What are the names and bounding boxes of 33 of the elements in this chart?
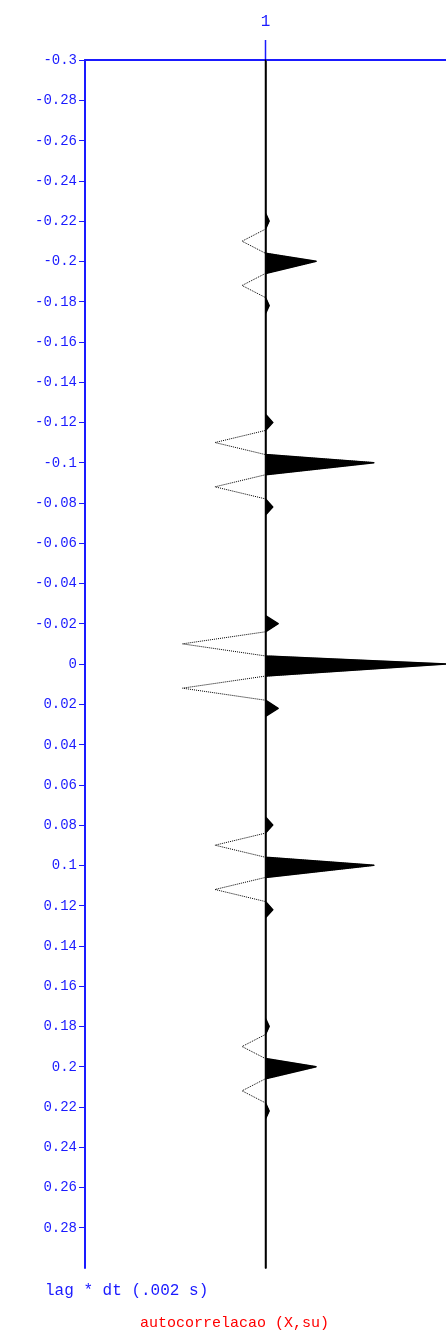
y-tick-label: 0.26: [43, 1179, 77, 1196]
text: autocorrelacao (X,su): [140, 1315, 330, 1332]
y-tick-label: 0.16: [43, 978, 77, 995]
y-tick-label: -0.22: [34, 213, 77, 230]
y-tick-label: -0.02: [34, 615, 77, 632]
y-tick-label: 0.12: [43, 897, 77, 914]
y-tick-label: -0.16: [34, 333, 77, 350]
y-tick-label: 0.2: [51, 1058, 77, 1075]
y-tick-label: -0.24: [34, 172, 77, 189]
y-tick-label: -0.14: [34, 374, 77, 391]
y-tick-label: 0.28: [43, 1219, 77, 1236]
y-tick-label: -0.26: [34, 132, 77, 149]
y-tick-label: 0.24: [43, 1139, 77, 1156]
y-tick-label: 0.08: [43, 817, 77, 834]
text: 1: [260, 13, 271, 31]
y-tick-label: 0.04: [43, 736, 77, 753]
y-axis-title: lag * dt (.002 s): [45, 1282, 209, 1300]
y-tick-label: -0.2: [43, 253, 77, 270]
y-tick-label: -0.06: [34, 535, 77, 552]
y-tick-label: -0.04: [34, 575, 77, 592]
y-tick-label: 0.02: [43, 696, 77, 713]
y-tick-label: -0.08: [34, 494, 77, 511]
y-tick-label: -0.12: [34, 414, 77, 431]
y-tick-label: 0.14: [43, 937, 77, 954]
y-tick-label: -0.28: [34, 92, 77, 109]
y-tick-label: 0.18: [43, 1018, 77, 1035]
y-tick-label: 0.06: [43, 776, 77, 793]
y-tick-label: 0.22: [43, 1098, 77, 1115]
y-tick-label: -0.18: [34, 293, 77, 310]
y-tick-label: -0.1: [43, 454, 77, 471]
y-tick-label: 0: [68, 656, 77, 672]
y-tick-label: -0.3: [43, 52, 77, 68]
y-tick-label: 0.1: [51, 857, 77, 874]
